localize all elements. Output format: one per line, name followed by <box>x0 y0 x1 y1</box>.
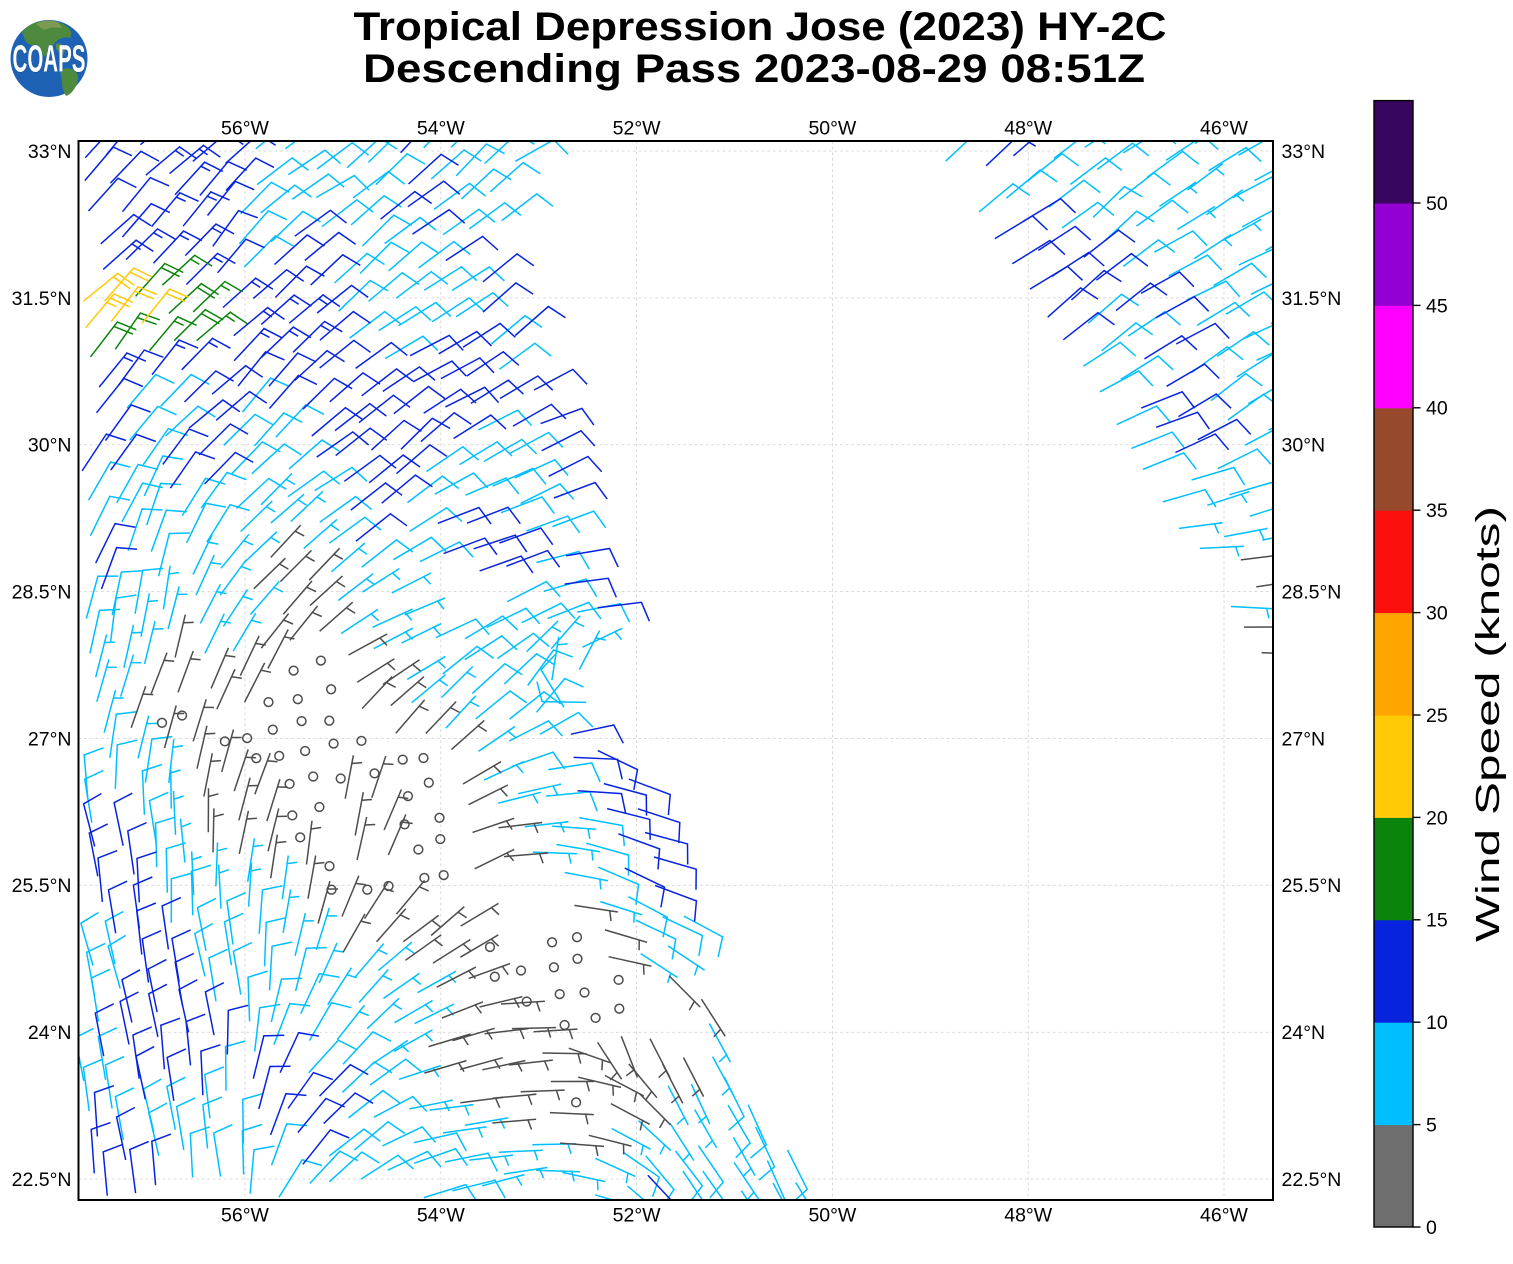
svg-text:25.5°N: 25.5°N <box>12 875 72 897</box>
svg-text:46°W: 46°W <box>1200 118 1248 140</box>
svg-text:30: 30 <box>1426 603 1448 625</box>
svg-text:33°N: 33°N <box>28 141 72 163</box>
svg-text:45: 45 <box>1426 295 1448 317</box>
svg-text:56°W: 56°W <box>221 118 269 140</box>
svg-text:0: 0 <box>1426 1217 1437 1239</box>
svg-text:27°N: 27°N <box>1282 728 1326 750</box>
svg-text:15: 15 <box>1426 910 1448 932</box>
svg-text:31.5°N: 31.5°N <box>12 288 72 310</box>
svg-text:30°N: 30°N <box>28 435 72 457</box>
svg-text:10: 10 <box>1426 1012 1448 1034</box>
svg-text:24°N: 24°N <box>28 1022 72 1044</box>
svg-text:52°W: 52°W <box>613 118 661 140</box>
svg-text:20: 20 <box>1426 807 1448 829</box>
svg-text:25.5°N: 25.5°N <box>1282 875 1342 897</box>
svg-text:Tropical Depression Jose (2023: Tropical Depression Jose (2023) HY-2C <box>354 5 1167 49</box>
svg-text:31.5°N: 31.5°N <box>1282 288 1342 310</box>
svg-text:Wind Speed (knots): Wind Speed (knots) <box>1469 506 1506 942</box>
svg-text:35: 35 <box>1426 500 1448 522</box>
svg-text:52°W: 52°W <box>613 1205 661 1227</box>
svg-text:22.5°N: 22.5°N <box>12 1169 72 1191</box>
svg-text:27°N: 27°N <box>28 728 72 750</box>
svg-text:50: 50 <box>1426 193 1448 215</box>
svg-text:28.5°N: 28.5°N <box>1282 582 1342 604</box>
svg-text:22.5°N: 22.5°N <box>1282 1169 1342 1191</box>
svg-text:48°W: 48°W <box>1004 118 1052 140</box>
svg-text:40: 40 <box>1426 398 1448 420</box>
svg-text:24°N: 24°N <box>1282 1022 1326 1044</box>
svg-text:COAPS: COAPS <box>13 39 86 81</box>
svg-text:30°N: 30°N <box>1282 435 1326 457</box>
svg-text:54°W: 54°W <box>417 118 465 140</box>
svg-text:5: 5 <box>1426 1115 1437 1137</box>
svg-text:33°N: 33°N <box>1282 141 1326 163</box>
svg-text:Descending Pass 2023-08-29 08:: Descending Pass 2023-08-29 08:51Z <box>363 47 1145 91</box>
svg-text:50°W: 50°W <box>808 1205 856 1227</box>
svg-text:46°W: 46°W <box>1200 1205 1248 1227</box>
svg-text:48°W: 48°W <box>1004 1205 1052 1227</box>
svg-text:54°W: 54°W <box>417 1205 465 1227</box>
svg-text:25: 25 <box>1426 705 1448 727</box>
svg-text:50°W: 50°W <box>808 118 856 140</box>
svg-text:28.5°N: 28.5°N <box>12 582 72 604</box>
svg-text:56°W: 56°W <box>221 1205 269 1227</box>
